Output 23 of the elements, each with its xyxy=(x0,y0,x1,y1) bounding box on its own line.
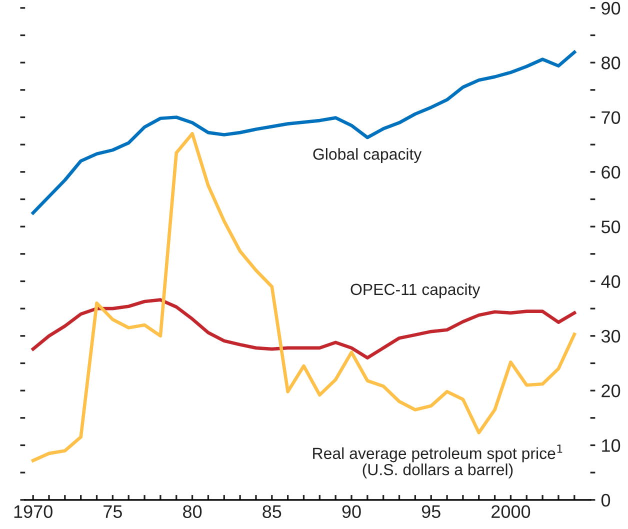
y-tick-label: 10 xyxy=(602,439,620,452)
y-tick-label: 40 xyxy=(601,275,620,288)
x-tick-label: 80 xyxy=(183,505,202,518)
text: Real average petroleum spot price$^{1}$ (U.S. dollars a barrel) xyxy=(313,444,562,478)
series-label: OPEC-11 capacity xyxy=(350,283,480,298)
y-tick-label: 20 xyxy=(602,384,620,398)
series-label: Global capacity xyxy=(313,148,422,163)
y-tick-label: 60 xyxy=(602,166,620,179)
x-tick-label: 2000 xyxy=(492,505,530,518)
line-series xyxy=(31,298,576,360)
y-tick-label: 0 xyxy=(601,494,610,507)
y-tick-label: 70 xyxy=(602,111,620,124)
line-series xyxy=(31,132,576,462)
y-tick-label: 90 xyxy=(602,2,620,15)
x-tick-label: 75 xyxy=(104,505,122,518)
x-tick-label: 95 xyxy=(422,505,440,518)
line-series xyxy=(31,50,576,215)
y-tick-label: 30 xyxy=(601,330,620,343)
y-tick-label: 80 xyxy=(602,56,620,70)
x-tick-label: 85 xyxy=(262,505,282,518)
x-tick-label: 1970 xyxy=(14,505,52,518)
y-tick-label: 50 xyxy=(601,220,620,234)
x-tick-label: 90 xyxy=(342,505,361,518)
